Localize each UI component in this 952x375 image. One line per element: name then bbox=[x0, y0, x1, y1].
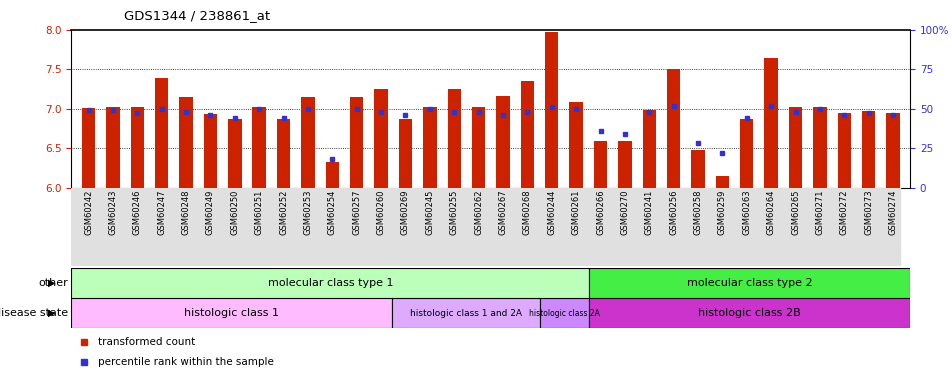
Text: GSM60262: GSM60262 bbox=[473, 190, 483, 236]
Bar bbox=[204, 114, 217, 188]
Bar bbox=[715, 176, 728, 188]
Bar bbox=[82, 108, 95, 188]
Bar bbox=[71, 298, 391, 328]
Bar bbox=[301, 97, 314, 188]
Text: histologic class 1: histologic class 1 bbox=[184, 308, 279, 318]
Text: GSM60241: GSM60241 bbox=[645, 190, 653, 235]
Bar bbox=[471, 107, 485, 188]
Bar bbox=[106, 107, 120, 188]
Text: GSM60251: GSM60251 bbox=[254, 190, 264, 235]
Bar bbox=[788, 107, 802, 188]
Bar bbox=[423, 107, 436, 188]
Text: GSM60242: GSM60242 bbox=[84, 190, 93, 235]
Text: GSM60265: GSM60265 bbox=[790, 190, 799, 236]
Bar bbox=[618, 141, 631, 188]
Text: GSM60250: GSM60250 bbox=[230, 190, 239, 235]
Text: histologic class 1 and 2A: histologic class 1 and 2A bbox=[409, 309, 522, 318]
Text: ▶: ▶ bbox=[48, 278, 55, 288]
Text: ▶: ▶ bbox=[48, 308, 55, 318]
Bar bbox=[837, 112, 850, 188]
Bar bbox=[589, 298, 909, 328]
Text: histologic class 2B: histologic class 2B bbox=[698, 308, 801, 318]
Bar bbox=[349, 97, 363, 188]
Bar bbox=[252, 107, 266, 188]
Text: GSM60269: GSM60269 bbox=[401, 190, 409, 236]
Bar bbox=[764, 58, 777, 188]
Text: GSM60271: GSM60271 bbox=[815, 190, 823, 236]
Bar bbox=[861, 111, 875, 188]
Text: molecular class type 1: molecular class type 1 bbox=[268, 278, 393, 288]
Bar bbox=[277, 119, 290, 188]
Text: GSM60261: GSM60261 bbox=[571, 190, 580, 236]
Bar bbox=[179, 97, 192, 188]
Bar bbox=[589, 268, 909, 298]
Text: GSM60273: GSM60273 bbox=[863, 190, 872, 236]
Text: molecular class type 2: molecular class type 2 bbox=[686, 278, 812, 288]
Bar bbox=[447, 89, 461, 188]
Text: GSM60272: GSM60272 bbox=[839, 190, 848, 236]
Text: GSM60258: GSM60258 bbox=[693, 190, 702, 236]
Bar bbox=[545, 32, 558, 188]
Bar bbox=[398, 119, 411, 188]
Bar bbox=[520, 81, 533, 188]
Bar bbox=[374, 89, 387, 188]
Text: GSM60263: GSM60263 bbox=[742, 190, 750, 236]
Text: GSM60254: GSM60254 bbox=[327, 190, 336, 235]
Text: GSM60245: GSM60245 bbox=[425, 190, 434, 235]
Bar bbox=[885, 112, 899, 188]
Text: GSM60246: GSM60246 bbox=[132, 190, 142, 236]
Bar bbox=[540, 298, 589, 328]
Bar bbox=[812, 107, 825, 188]
Text: GSM60243: GSM60243 bbox=[109, 190, 117, 236]
Text: GSM60247: GSM60247 bbox=[157, 190, 166, 236]
Bar bbox=[593, 141, 606, 188]
Bar bbox=[642, 110, 655, 188]
Bar bbox=[690, 150, 704, 188]
Text: GSM60255: GSM60255 bbox=[449, 190, 458, 235]
Bar bbox=[155, 78, 169, 188]
Text: histologic class 2A: histologic class 2A bbox=[528, 309, 600, 318]
Text: GSM60248: GSM60248 bbox=[182, 190, 190, 236]
Bar bbox=[391, 298, 540, 328]
Text: GSM60266: GSM60266 bbox=[595, 190, 605, 236]
Text: GDS1344 / 238861_at: GDS1344 / 238861_at bbox=[124, 9, 269, 22]
Bar bbox=[71, 268, 589, 298]
Text: GSM60267: GSM60267 bbox=[498, 190, 507, 236]
Text: GSM60270: GSM60270 bbox=[620, 190, 628, 236]
Text: GSM60259: GSM60259 bbox=[717, 190, 726, 235]
Bar bbox=[740, 119, 753, 188]
Text: GSM60253: GSM60253 bbox=[303, 190, 312, 236]
Text: GSM60274: GSM60274 bbox=[887, 190, 897, 236]
Text: percentile rank within the sample: percentile rank within the sample bbox=[98, 357, 274, 367]
Bar bbox=[130, 107, 144, 188]
Bar bbox=[568, 102, 583, 188]
Text: GSM60244: GSM60244 bbox=[546, 190, 556, 235]
Text: GSM60268: GSM60268 bbox=[523, 190, 531, 236]
Text: disease state: disease state bbox=[0, 308, 69, 318]
Text: GSM60264: GSM60264 bbox=[765, 190, 775, 236]
Text: GSM60252: GSM60252 bbox=[279, 190, 288, 235]
Bar bbox=[228, 119, 241, 188]
Text: GSM60260: GSM60260 bbox=[376, 190, 386, 236]
Text: transformed count: transformed count bbox=[98, 336, 195, 346]
Text: GSM60257: GSM60257 bbox=[352, 190, 361, 236]
Bar bbox=[496, 96, 509, 188]
Text: GSM60256: GSM60256 bbox=[668, 190, 678, 236]
Text: other: other bbox=[39, 278, 69, 288]
Text: GSM60249: GSM60249 bbox=[206, 190, 215, 235]
Bar bbox=[326, 162, 339, 188]
Bar bbox=[666, 69, 680, 188]
